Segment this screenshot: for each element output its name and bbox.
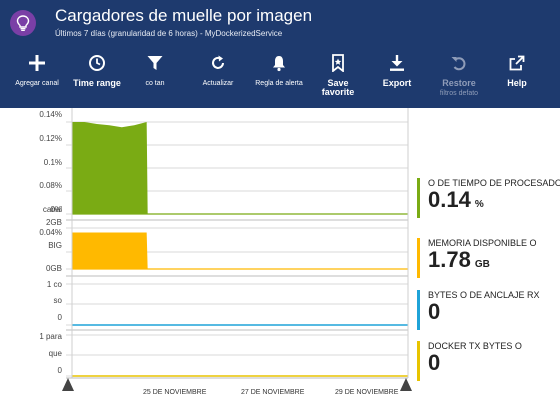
- filter-button[interactable]: co tan: [130, 52, 180, 108]
- page-title: Cargadores de muelle por imagen: [55, 6, 313, 25]
- docker-y-tick: 1 para: [39, 332, 62, 341]
- legend-tile-unit: GB: [474, 259, 490, 270]
- cpu-y-tick-zero: 0%: [50, 205, 62, 214]
- x-tick-label: 29 DE NOVIEMBRE: [335, 389, 399, 396]
- help-button[interactable]: Help: [496, 52, 538, 108]
- legend-tile-name: DOCKER TX BYTES O: [428, 341, 522, 351]
- export-label: Export: [382, 78, 412, 88]
- legend-tile-name: BYTES O DE ANCLAJE RX: [428, 290, 540, 300]
- alert-rule-button[interactable]: Regla de alerta: [248, 52, 310, 108]
- x-tick-label: 27 DE NOVIEMBRE: [241, 389, 305, 396]
- memory-y-tick: 0GB: [45, 264, 62, 273]
- external-link-icon: [509, 52, 525, 74]
- add-channel-button[interactable]: Agregar canal: [2, 52, 72, 108]
- export-button[interactable]: Export: [372, 52, 422, 108]
- bytes-y-tick: so: [53, 296, 62, 305]
- cpu-y-tick: 0.04%: [39, 228, 62, 237]
- lightbulb-icon: [10, 10, 36, 36]
- help-label: Help: [507, 78, 527, 88]
- legend-tile-value: 0.14: [428, 187, 471, 212]
- legend-tile-name: O DE TIEMPO DE PROCESADOR: [428, 178, 560, 188]
- legend-tile-cpu[interactable]: O DE TIEMPO DE PROCESADOR 0.14%: [417, 178, 560, 218]
- alert-rule-label: Regla de alerta: [255, 80, 303, 87]
- x-tick-label: 25 DE NOVIEMBRE: [143, 389, 207, 396]
- bookmark-icon: [331, 52, 345, 74]
- docker-y-tick: que: [48, 349, 62, 358]
- save-favorite-button[interactable]: Save favorite: [312, 52, 364, 108]
- restore-filters-button[interactable]: Restore filtros defato: [428, 52, 490, 108]
- bell-icon: [271, 52, 287, 74]
- range-start-handle[interactable]: [62, 378, 74, 391]
- refresh-icon: [209, 52, 227, 74]
- legend-tile-bytes-rx[interactable]: BYTES O DE ANCLAJE RX 0: [417, 290, 557, 330]
- legend-tile-docker-tx[interactable]: DOCKER TX BYTES O 0: [417, 341, 557, 381]
- cpu-y-tick: 0.14%: [39, 110, 62, 119]
- legend-tile-name: MEMORIA DISPONIBLE O: [428, 238, 537, 248]
- bytes-y-tick: 1 co: [46, 280, 62, 289]
- time-range-button[interactable]: Time range: [66, 52, 128, 108]
- restore-sublabel: filtros defato: [439, 90, 479, 97]
- cpu-y-tick: 0.08%: [39, 181, 62, 190]
- refresh-button[interactable]: Actualizar: [190, 52, 246, 108]
- page-subtitle: Últimos 7 días (granularidad de 6 horas)…: [55, 29, 283, 38]
- series-area-memory: [72, 232, 148, 269]
- series-area-cpu: [72, 122, 148, 214]
- docker-y-tick: 0: [57, 366, 62, 375]
- range-end-handle[interactable]: [400, 378, 412, 391]
- memory-y-tick: BIG: [48, 241, 62, 250]
- cpu-y-tick: 0.12%: [39, 134, 62, 143]
- undo-icon: [450, 52, 468, 74]
- cpu-y-tick: 0.1%: [43, 158, 62, 167]
- time-range-label: Time range: [73, 78, 121, 88]
- toolbar: Agregar canal Time range co tan Actualiz…: [0, 52, 560, 108]
- legend-tile-value: 0: [428, 350, 441, 375]
- add-channel-label: Agregar canal: [15, 80, 59, 87]
- bytes-y-tick: 0: [57, 313, 62, 322]
- plus-icon: [28, 52, 46, 74]
- legend-tile-value: 0: [428, 299, 441, 324]
- restore-label: Restore: [442, 78, 476, 88]
- clock-icon: [88, 52, 106, 74]
- filter-icon: [146, 52, 164, 74]
- refresh-label: Actualizar: [202, 80, 234, 87]
- metrics-chart: [62, 108, 412, 391]
- filter-label: co tan: [145, 80, 165, 87]
- metrics-chart-area: 0.14% 0.12% 0.1% 0.08% canal 0.04%: [0, 108, 560, 407]
- memory-y-tick: 2GB: [45, 218, 62, 227]
- blade-header: Cargadores de muelle por imagen Últimos …: [0, 0, 560, 108]
- cpu-y-tick: canal: [42, 205, 62, 214]
- legend-tile-value: 1.78: [428, 247, 471, 272]
- save-favorite-label: Save favorite: [321, 78, 355, 97]
- legend-tile-unit: %: [474, 199, 484, 210]
- download-icon: [388, 52, 406, 74]
- legend-tile-memory[interactable]: MEMORIA DISPONIBLE O 1.78 GB: [417, 238, 557, 278]
